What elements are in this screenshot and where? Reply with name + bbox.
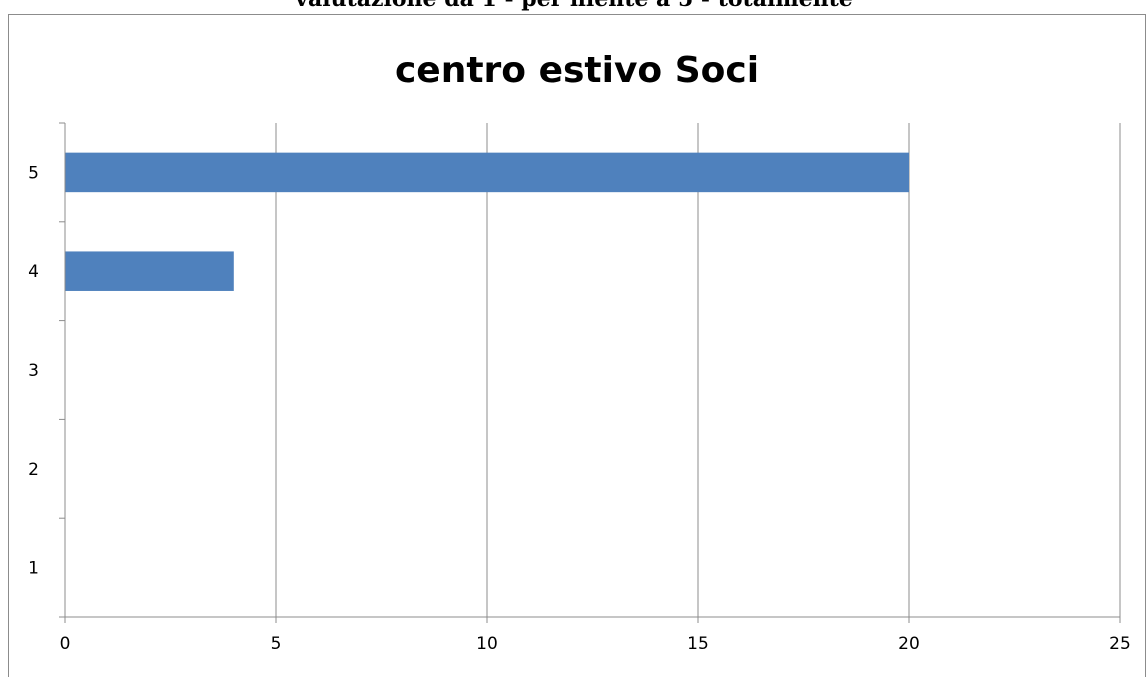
- tick-labels: 0 5 10 15 20 25 1 2 3 4 5: [28, 163, 1131, 654]
- x-tick-label: 15: [687, 634, 709, 654]
- y-tick-label: 4: [28, 262, 39, 282]
- y-tick-label: 5: [28, 163, 39, 183]
- bar-4: [65, 251, 234, 291]
- y-tick-label: 1: [28, 559, 39, 579]
- x-tick-label: 10: [476, 634, 498, 654]
- chart-title: centro estivo Soci: [395, 50, 759, 91]
- y-tick-label: 3: [28, 361, 39, 381]
- chart-frame: centro estivo Soci 0 5 10 15 20 25 1 2 3 4 5: [8, 14, 1146, 677]
- x-tick-label: 5: [271, 634, 282, 654]
- gridlines: [275, 123, 1121, 617]
- y-tick-label: 2: [28, 460, 39, 480]
- x-tick-label: 25: [1109, 634, 1131, 654]
- bar-chart: centro estivo Soci 0 5 10 15 20 25 1 2 3 4 5: [28, 50, 1131, 654]
- bars: [65, 152, 909, 291]
- document-heading: valutazione da 1 - per niente a 5 - tota…: [0, 0, 1148, 12]
- x-tick-label: 0: [60, 634, 71, 654]
- axes: [59, 122, 1121, 623]
- x-tick-label: 20: [898, 634, 920, 654]
- bar-5: [65, 152, 909, 193]
